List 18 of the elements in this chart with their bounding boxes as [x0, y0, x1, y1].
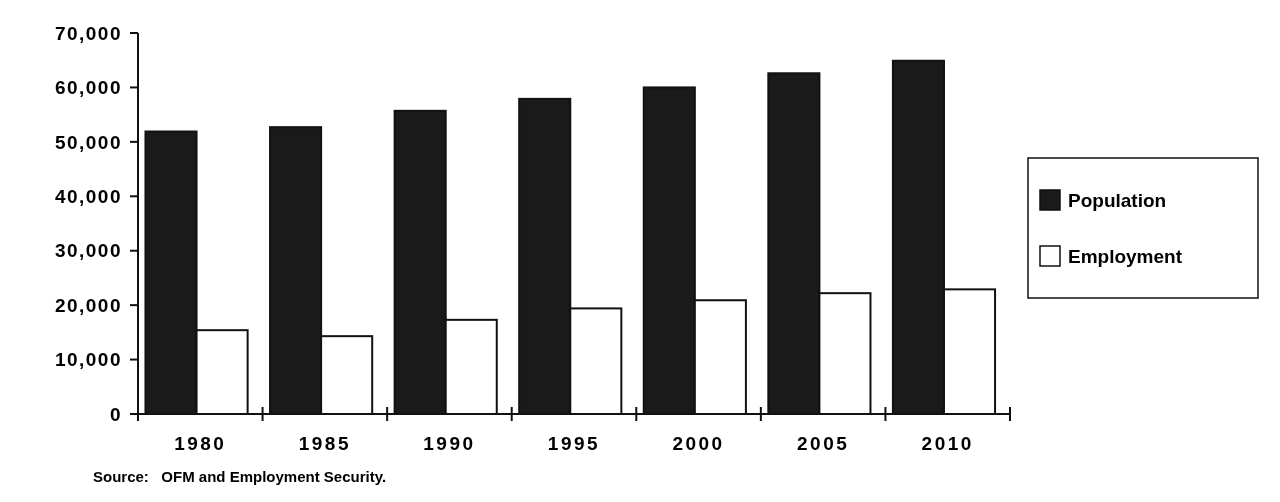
y-tick-label: 70,000 — [54, 22, 122, 44]
legend-label: Employment — [1068, 245, 1183, 267]
x-tick-label: 2000 — [672, 433, 725, 454]
y-tick-label: 20,000 — [54, 294, 122, 316]
x-tick-label: 1980 — [174, 433, 227, 454]
y-tick-label: 50,000 — [54, 131, 122, 153]
y-tick-label: 40,000 — [54, 185, 122, 207]
x-tick-label: 1985 — [298, 433, 351, 454]
y-tick-label: 30,000 — [54, 240, 122, 262]
source-note: Source: OFM and Employment Security. — [93, 468, 387, 485]
y-tick-label: 10,000 — [54, 349, 122, 371]
x-tick-label: 2005 — [797, 433, 850, 454]
x-tick-label: 1995 — [547, 433, 601, 454]
x-tick-label: 1990 — [423, 433, 476, 454]
x-tick-label: 2010 — [921, 433, 974, 454]
y-tick-label: 60,000 — [54, 77, 122, 99]
y-tick-label: 0 — [109, 403, 122, 425]
legend-label: Population — [1068, 189, 1167, 211]
